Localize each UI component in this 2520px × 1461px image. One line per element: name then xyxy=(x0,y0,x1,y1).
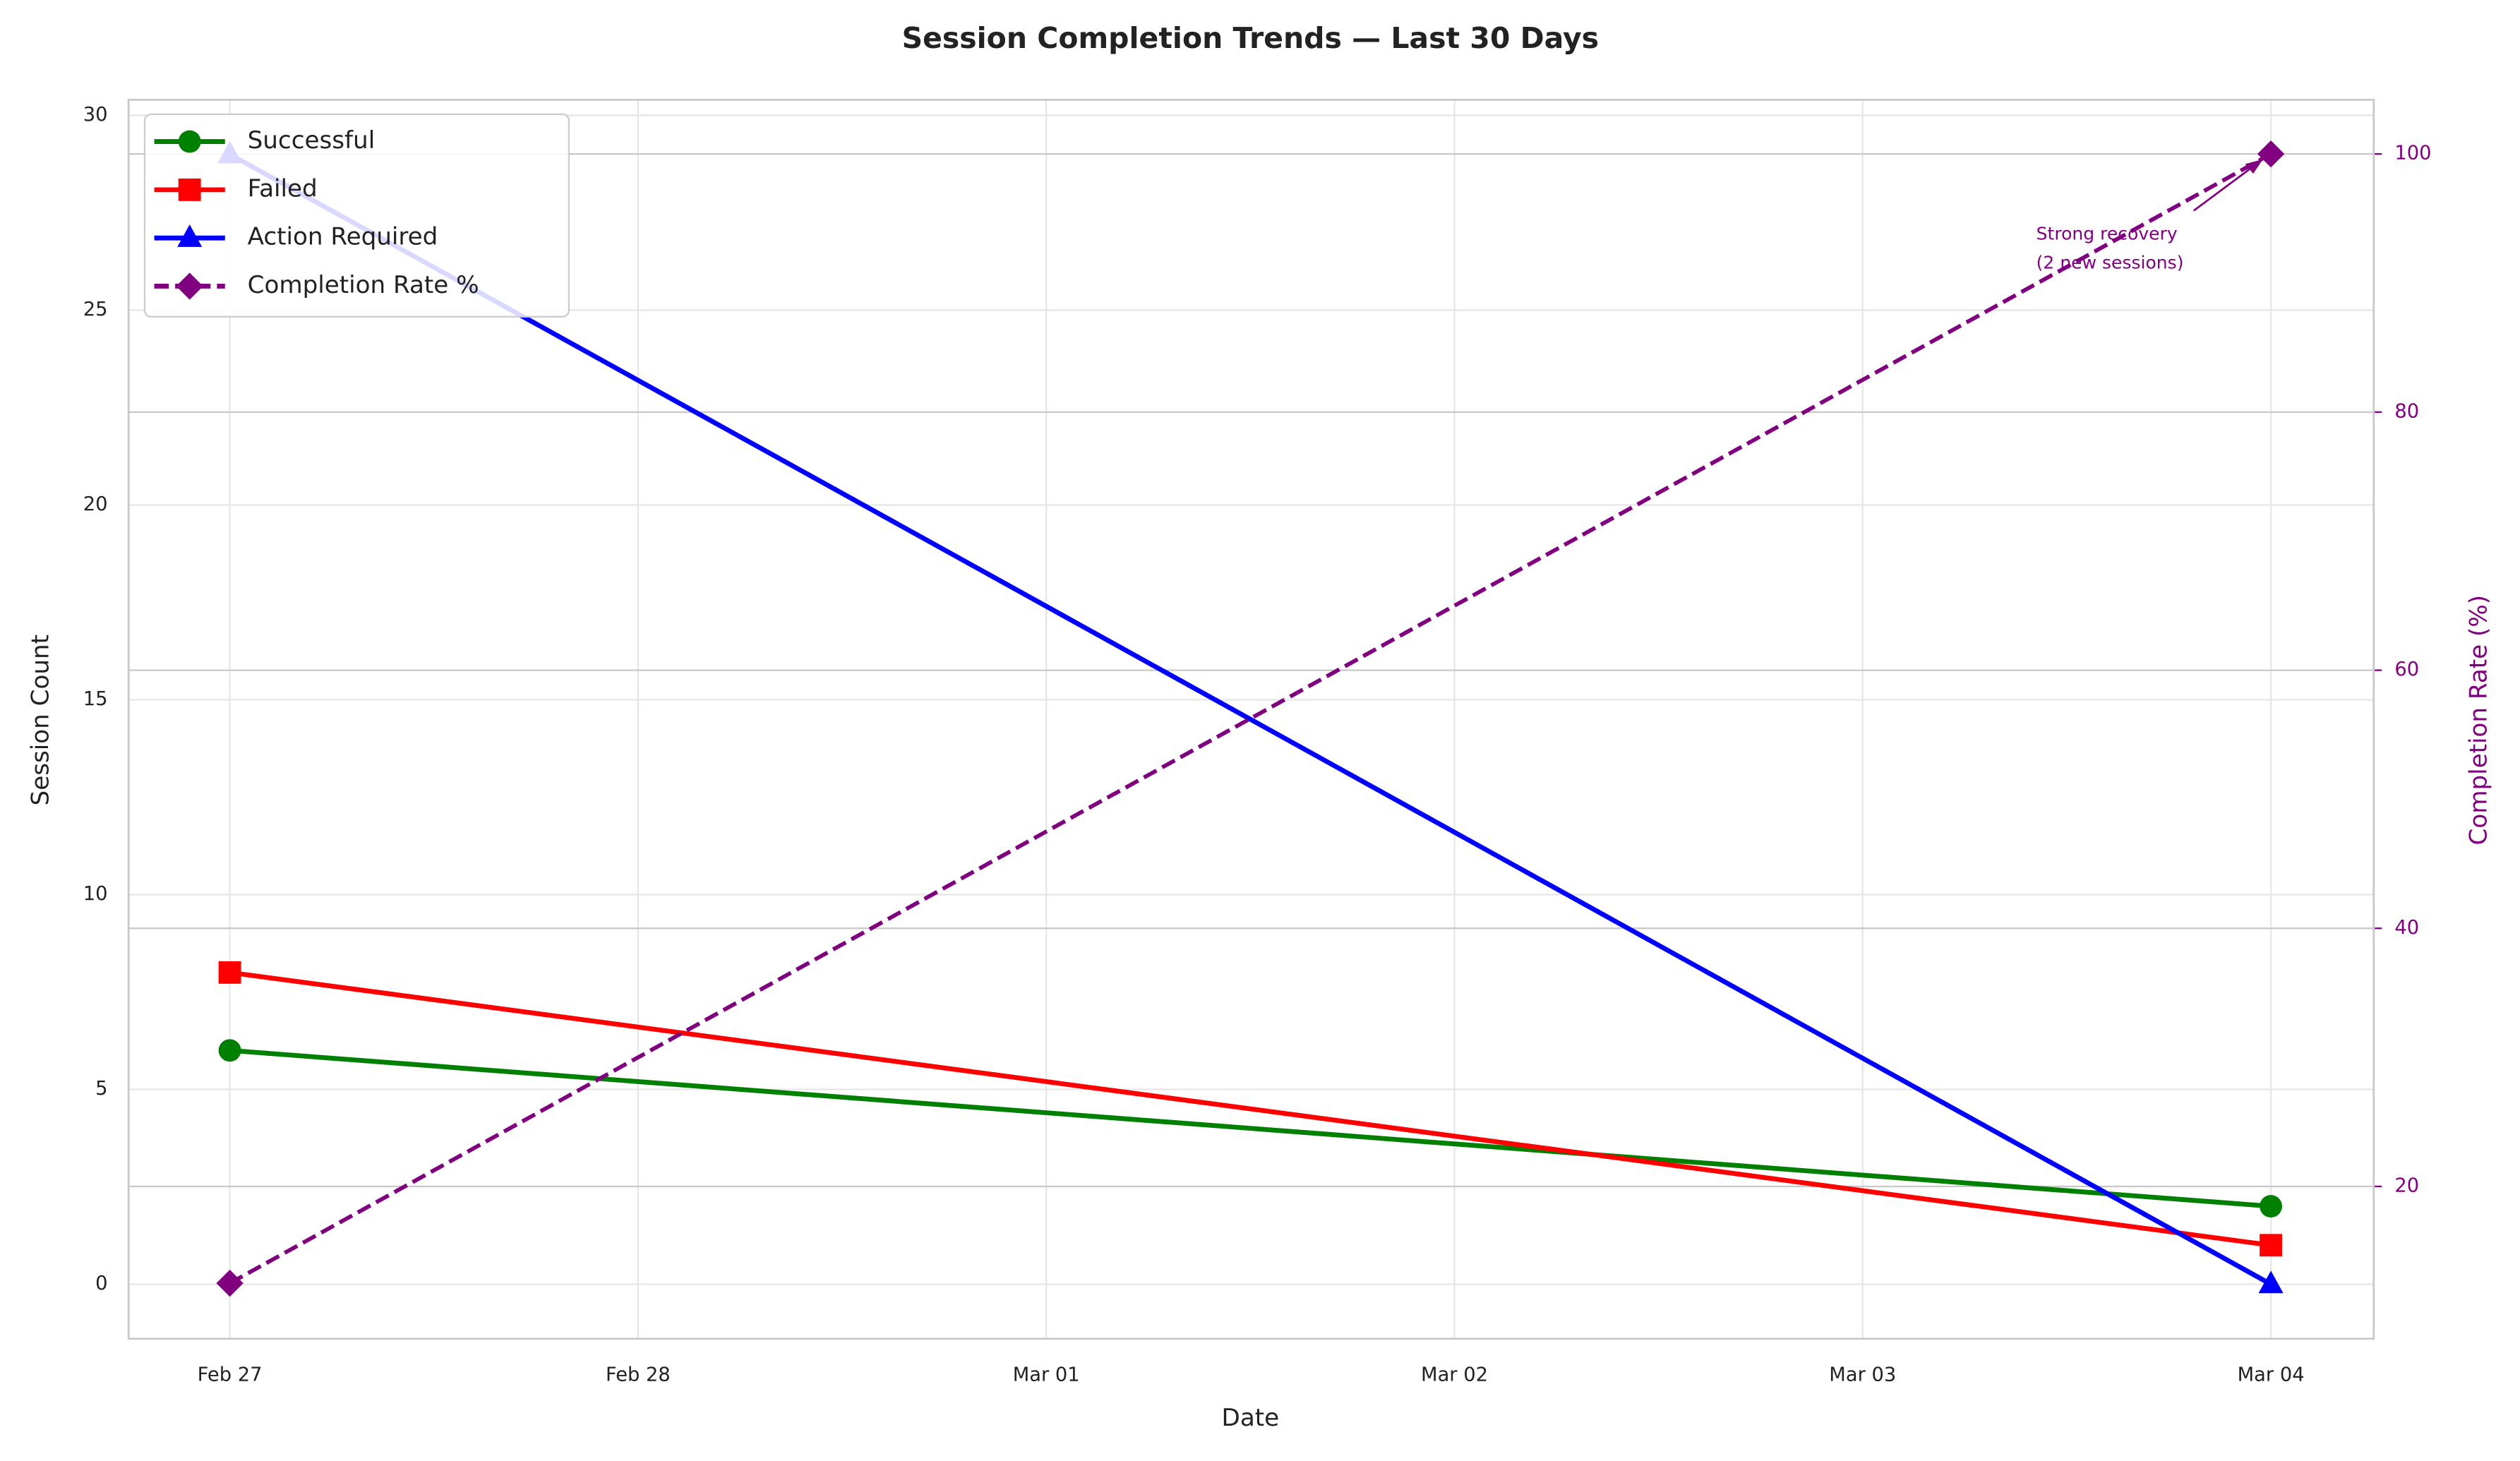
x-tick-label: Mar 03 xyxy=(1829,1364,1896,1386)
series-line xyxy=(229,970,2272,1248)
annotation-text: Strong recovery xyxy=(2036,224,2178,244)
x-tick-label: Feb 28 xyxy=(606,1364,671,1386)
y2-tick-label: 80 xyxy=(2394,400,2419,422)
chart-title: Session Completion Trends — Last 30 Days xyxy=(902,21,1600,55)
y-tick-label: 20 xyxy=(83,493,108,515)
y-axis-label: Session Count xyxy=(27,635,55,806)
x-tick-label: Mar 04 xyxy=(2238,1364,2305,1386)
y2-tick-label: 20 xyxy=(2394,1174,2419,1196)
point-marker xyxy=(2260,1234,2283,1257)
point-marker xyxy=(177,224,203,247)
annotation-arrowhead xyxy=(2245,159,2263,174)
legend-label: Failed xyxy=(248,174,318,203)
annotation-arrow xyxy=(2192,163,2257,212)
legend: Successful Failed Action Required Completio… xyxy=(143,113,570,318)
point-marker xyxy=(218,1039,241,1062)
y-tick-label: 25 xyxy=(83,299,108,320)
y2-tick-label: 60 xyxy=(2394,659,2419,680)
y2-tick-label: 40 xyxy=(2394,917,2419,939)
y-tick-label: 0 xyxy=(95,1273,107,1294)
plot-frame xyxy=(127,98,2375,1340)
series-line xyxy=(228,152,2272,1287)
point-marker xyxy=(2258,1270,2284,1294)
legend-label: Successful xyxy=(248,126,376,155)
annotation-text: (2 new sessions) xyxy=(2036,253,2184,273)
point-marker xyxy=(216,1270,244,1297)
y-tick-label: 15 xyxy=(83,688,108,710)
x-tick-label: Mar 01 xyxy=(1013,1364,1080,1386)
point-marker xyxy=(218,961,241,984)
x-tick-label: Mar 02 xyxy=(1421,1364,1488,1386)
point-marker xyxy=(2260,1195,2283,1218)
y-tick-label: 10 xyxy=(83,883,108,905)
point-marker xyxy=(176,272,203,300)
x-axis-label: Date xyxy=(1222,1404,1280,1432)
x-tick-label: Feb 27 xyxy=(198,1364,263,1386)
series-line xyxy=(229,1047,2272,1209)
point-marker xyxy=(178,130,201,153)
y2-axis-label: Completion Rate (%) xyxy=(2465,595,2493,846)
legend-box xyxy=(143,113,570,318)
y-tick-label: 5 xyxy=(95,1078,107,1100)
point-marker xyxy=(2257,140,2285,168)
series-line xyxy=(229,152,2272,1285)
point-marker xyxy=(178,178,201,201)
legend-label: Action Required xyxy=(248,223,438,251)
y2-tick-label: 100 xyxy=(2394,143,2431,164)
legend-label: Completion Rate % xyxy=(248,271,479,299)
y-tick-label: 30 xyxy=(83,104,108,126)
